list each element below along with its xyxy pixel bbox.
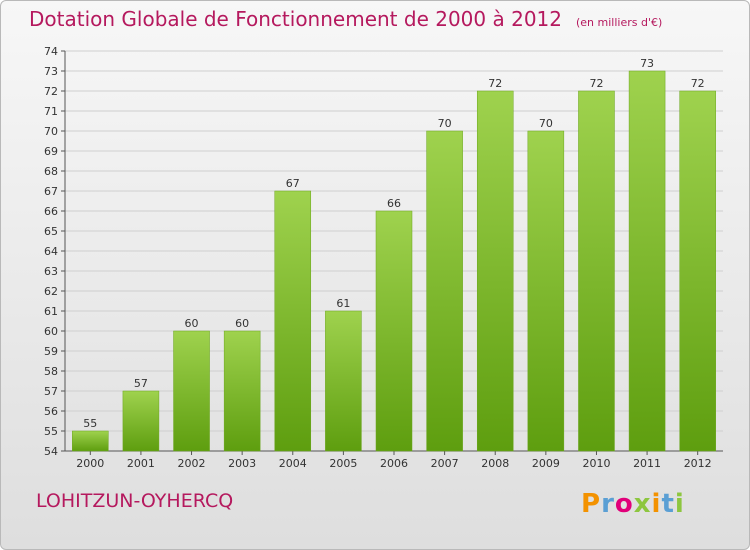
data-label: 73 bbox=[640, 57, 654, 70]
bar bbox=[426, 130, 463, 452]
y-tick-label: 57 bbox=[44, 385, 58, 398]
bars bbox=[72, 70, 716, 452]
chart-title: Dotation Globale de Fonctionnement de 20… bbox=[29, 7, 662, 31]
y-tick-label: 72 bbox=[44, 85, 58, 98]
bar bbox=[527, 130, 565, 452]
bar bbox=[476, 90, 514, 452]
y-tick-label: 67 bbox=[44, 185, 58, 198]
x-tick-label: 2005 bbox=[329, 457, 357, 470]
y-tick-label: 69 bbox=[44, 145, 58, 158]
x-tick-label: 2011 bbox=[633, 457, 661, 470]
x-tick-label: 2003 bbox=[228, 457, 256, 470]
logo-letter: r bbox=[601, 489, 615, 519]
logo-letter: P bbox=[581, 489, 602, 519]
logo-letter: x bbox=[633, 489, 652, 519]
y-tick-label: 68 bbox=[44, 165, 58, 178]
logo-letter: i bbox=[674, 489, 685, 519]
bar bbox=[173, 330, 210, 452]
y-tick-label: 58 bbox=[44, 365, 58, 378]
y-tick-label: 70 bbox=[44, 125, 58, 138]
y-tick-label: 59 bbox=[44, 345, 58, 358]
bar bbox=[274, 190, 312, 452]
x-tick-label: 2009 bbox=[532, 457, 560, 470]
chart-title-text: Dotation Globale de Fonctionnement de 20… bbox=[29, 7, 562, 31]
x-tick-label: 2001 bbox=[127, 457, 155, 470]
bar bbox=[679, 90, 716, 452]
x-tick-label: 2008 bbox=[481, 457, 509, 470]
data-label: 55 bbox=[83, 417, 97, 430]
y-tick-label: 62 bbox=[44, 285, 58, 298]
data-label: 60 bbox=[235, 317, 249, 330]
data-label: 67 bbox=[286, 177, 300, 190]
bar bbox=[375, 210, 413, 452]
data-label: 66 bbox=[387, 197, 401, 210]
bar bbox=[325, 310, 362, 452]
y-tick-label: 73 bbox=[44, 65, 58, 78]
x-tick-label: 2000 bbox=[76, 457, 104, 470]
x-tick-label: 2010 bbox=[582, 457, 610, 470]
x-tick-label: 2012 bbox=[684, 457, 712, 470]
data-label: 72 bbox=[691, 77, 705, 90]
y-tick-label: 54 bbox=[44, 445, 58, 458]
x-tick-label: 2004 bbox=[279, 457, 307, 470]
y-tick-label: 65 bbox=[44, 225, 58, 238]
data-label: 72 bbox=[488, 77, 502, 90]
y-tick-label: 63 bbox=[44, 265, 58, 278]
proxiti-logo: Proxiti bbox=[581, 489, 685, 519]
y-tick-label: 66 bbox=[44, 205, 58, 218]
bar bbox=[122, 390, 160, 452]
data-label: 70 bbox=[539, 117, 553, 130]
bar bbox=[578, 90, 615, 452]
logo-letter: o bbox=[614, 489, 634, 519]
logo-letter: t bbox=[661, 489, 675, 519]
y-tick-label: 64 bbox=[44, 245, 58, 258]
data-label: 70 bbox=[438, 117, 452, 130]
y-tick-label: 71 bbox=[44, 105, 58, 118]
chart-subtitle: (en milliers d'€) bbox=[576, 16, 663, 29]
y-tick-label: 60 bbox=[44, 325, 58, 338]
data-label: 72 bbox=[589, 77, 603, 90]
data-label: 57 bbox=[134, 377, 148, 390]
x-tick-label: 2002 bbox=[178, 457, 206, 470]
y-tick-label: 61 bbox=[44, 305, 58, 318]
y-tick-label: 74 bbox=[44, 45, 58, 58]
place-name: LOHITZUN-OYHERCQ bbox=[36, 490, 234, 512]
data-label: 61 bbox=[336, 297, 350, 310]
y-tick-label: 55 bbox=[44, 425, 58, 438]
bar bbox=[72, 430, 109, 452]
logo-letter: i bbox=[651, 489, 662, 519]
x-tick-label: 2006 bbox=[380, 457, 408, 470]
y-tick-label: 56 bbox=[44, 405, 58, 418]
labels: 55 57 60 60 67 61 66 70 72 70 72 73 72 bbox=[83, 57, 704, 430]
x-tick-label: 2007 bbox=[431, 457, 459, 470]
bar bbox=[223, 330, 261, 452]
bar bbox=[628, 70, 666, 452]
data-label: 60 bbox=[185, 317, 199, 330]
